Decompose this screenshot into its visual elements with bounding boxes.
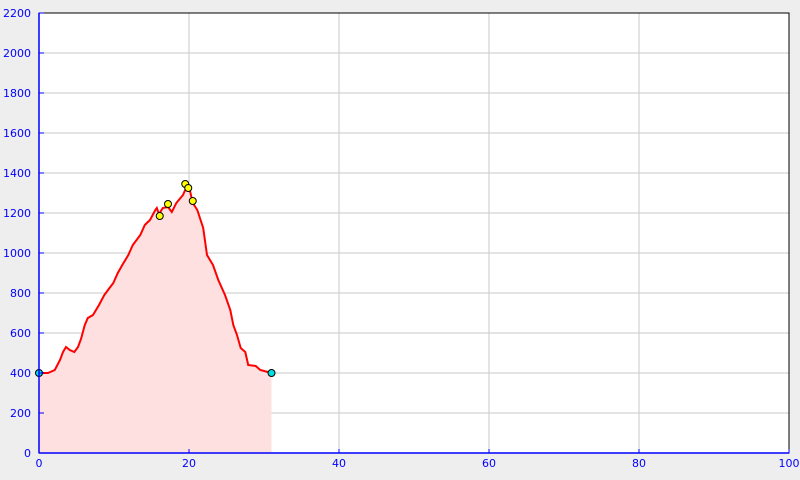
- y-tick-label: 2200: [3, 7, 31, 20]
- y-tick-label: 400: [10, 367, 31, 380]
- waypoint-marker: [184, 184, 193, 192]
- x-tick-label: 60: [482, 457, 496, 470]
- y-tick-label: 1200: [3, 207, 31, 220]
- y-tick-label: 200: [10, 407, 31, 420]
- y-tick-label: 800: [10, 287, 31, 300]
- y-tick-label: 2000: [3, 47, 31, 60]
- waypoint-marker: [155, 212, 164, 220]
- waypoint-marker: [188, 197, 197, 205]
- profile-line: [39, 186, 272, 374]
- y-tick-label: 1800: [3, 87, 31, 100]
- x-tick-label: 100: [779, 457, 800, 470]
- x-tick-label: 80: [632, 457, 646, 470]
- profile-fill: [39, 188, 272, 453]
- y-tick-label: 1600: [3, 127, 31, 140]
- x-tick-label: 40: [332, 457, 346, 470]
- y-tick-label: 600: [10, 327, 31, 340]
- x-tick-label: 20: [182, 457, 196, 470]
- y-tick-label: 0: [24, 447, 31, 460]
- y-tick-label: 1000: [3, 247, 31, 260]
- x-tick-label: 0: [36, 457, 43, 470]
- y-tick-label: 1400: [3, 167, 31, 180]
- endpoint-marker: [267, 369, 276, 377]
- waypoint-marker: [164, 200, 172, 208]
